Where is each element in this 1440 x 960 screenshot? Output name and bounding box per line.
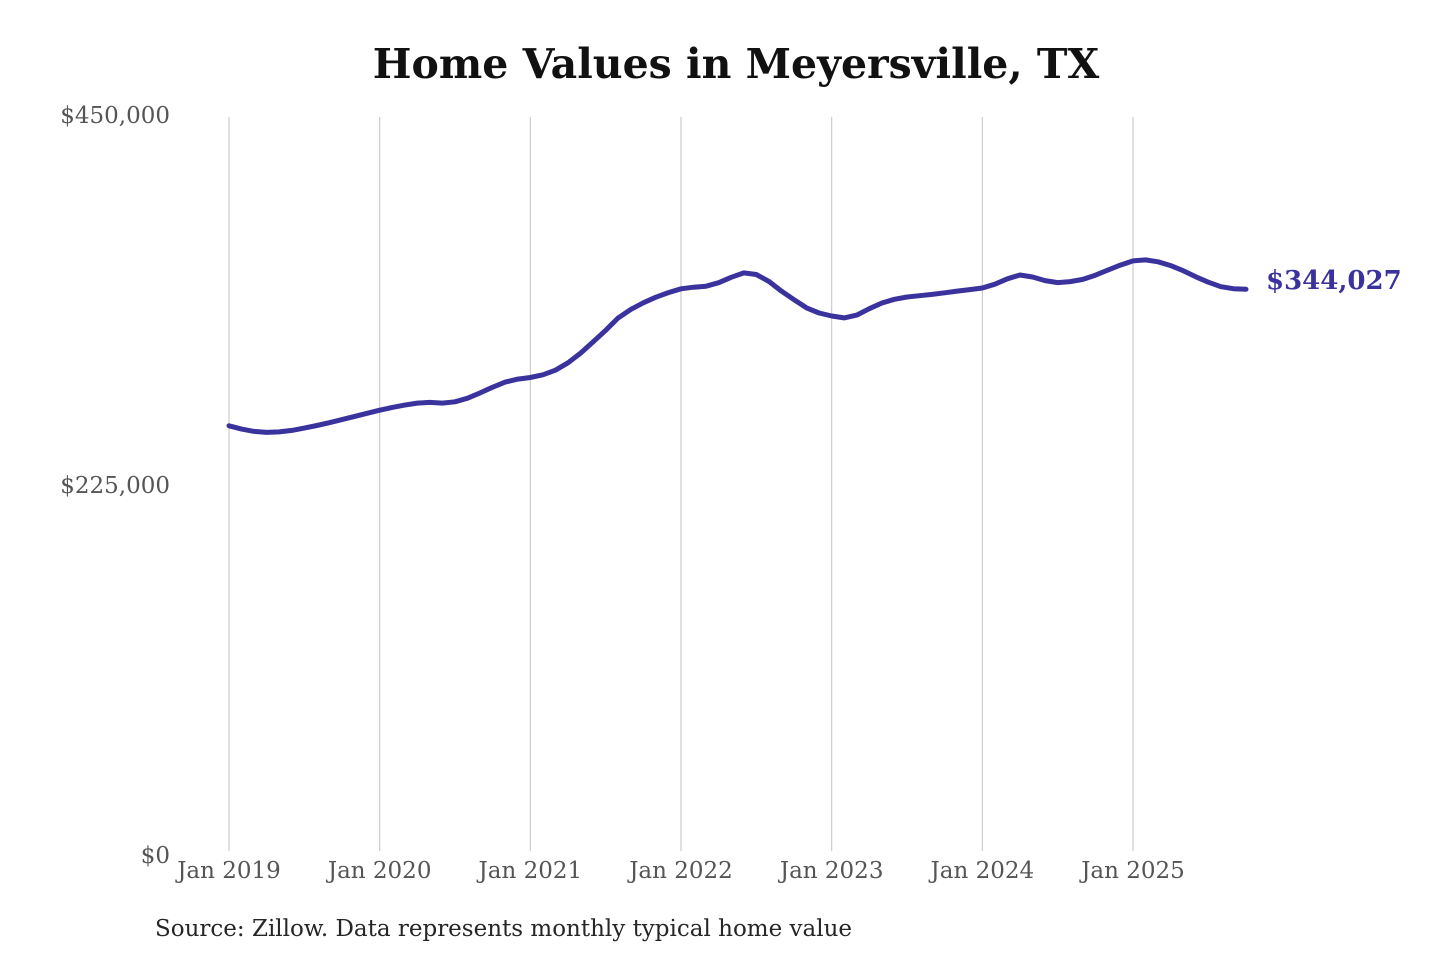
home-value-line [226,257,1249,435]
x-tick-label: Jan 2024 [929,858,1035,884]
x-tick-label: Jan 2023 [778,858,884,884]
chart-title: Home Values in Meyersville, TX [372,40,1100,88]
x-tick-label: Jan 2020 [326,858,432,884]
current-value-label: $344,027 [1266,266,1402,296]
y-tick-label: $450,000 [60,103,170,129]
x-tick-label: Jan 2019 [175,858,281,884]
x-tick-label: Jan 2021 [477,858,583,884]
x-tick-label: Jan 2025 [1079,858,1185,884]
y-tick-label: $225,000 [60,473,170,499]
x-tick-label: Jan 2022 [627,858,733,884]
source-note: Source: Zillow. Data represents monthly … [155,916,853,942]
y-tick-label: $0 [141,843,170,869]
